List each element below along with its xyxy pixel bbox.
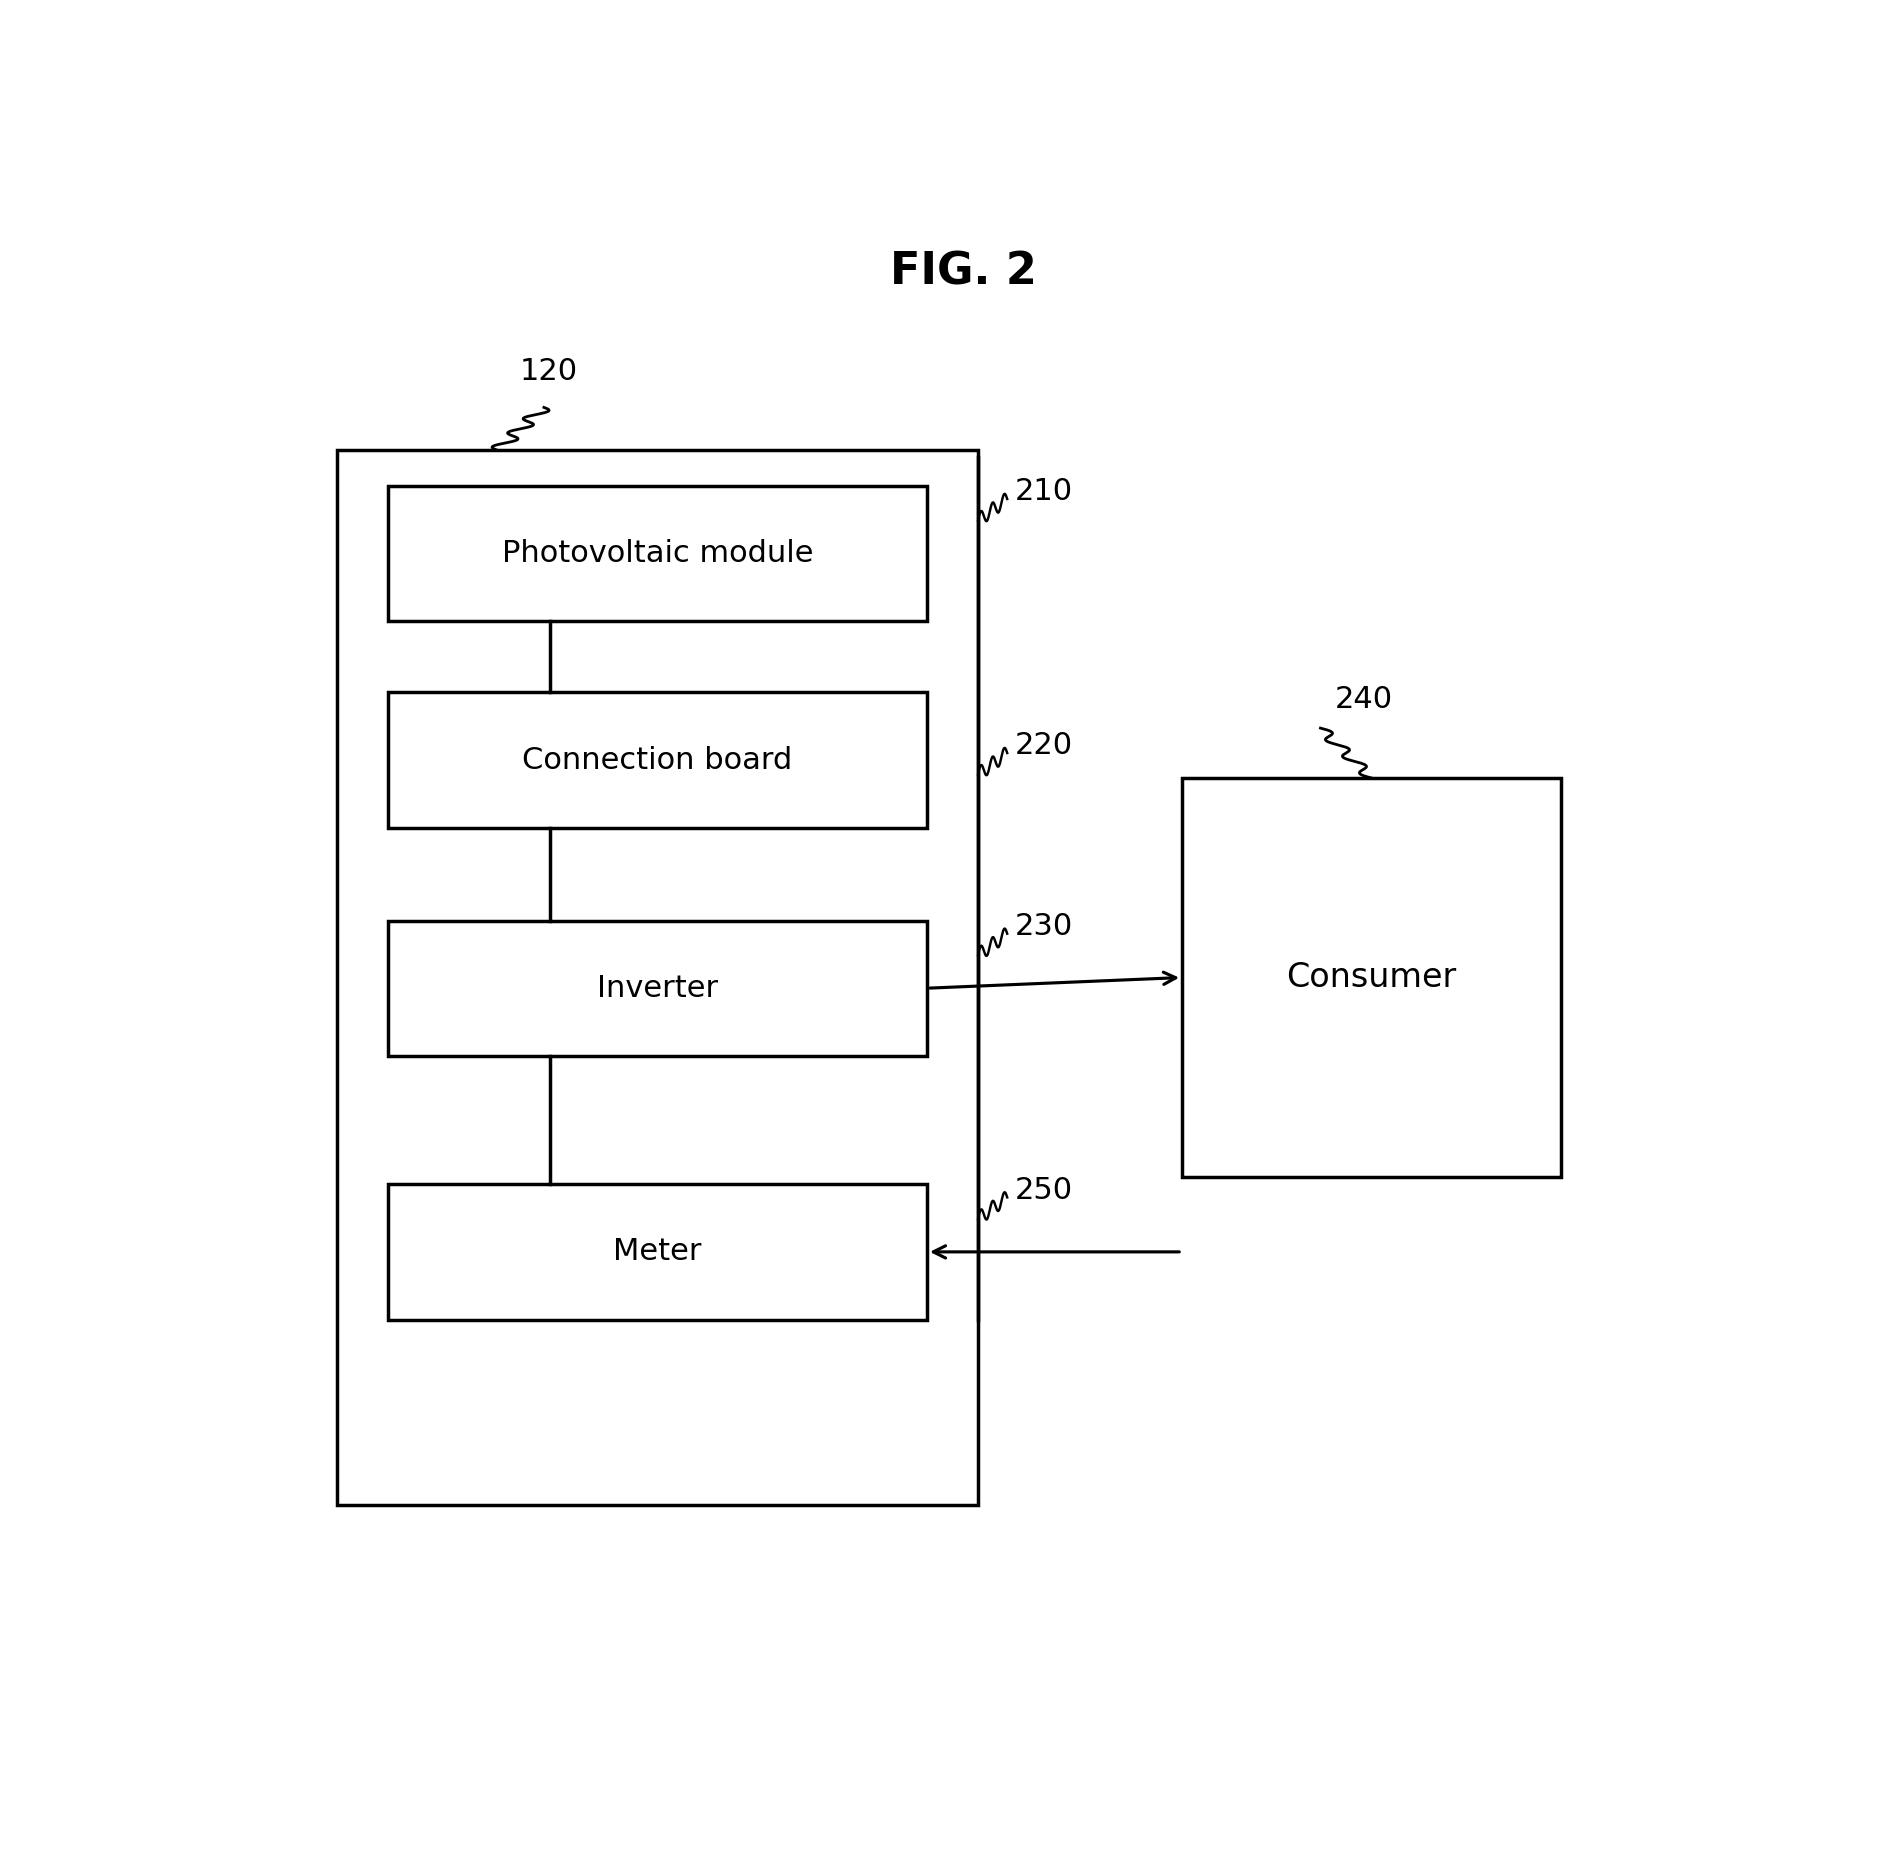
Bar [387,920,927,1055]
Text: Consumer: Consumer [1286,961,1457,994]
Text: Inverter: Inverter [598,974,718,1003]
Bar [387,485,927,622]
Bar [387,692,927,827]
Text: Connection board: Connection board [523,746,793,776]
Text: Meter: Meter [613,1236,701,1266]
Text: 220: 220 [1015,731,1073,761]
Bar [387,1185,927,1320]
Text: 120: 120 [519,357,577,387]
Text: Photovoltaic module: Photovoltaic module [502,539,814,568]
Text: 250: 250 [1015,1175,1073,1205]
Text: 210: 210 [1015,478,1073,507]
Text: FIG. 2: FIG. 2 [889,250,1038,294]
Text: 240: 240 [1335,685,1393,714]
Bar [337,450,978,1505]
Text: 230: 230 [1015,913,1073,940]
Bar [1183,777,1560,1177]
